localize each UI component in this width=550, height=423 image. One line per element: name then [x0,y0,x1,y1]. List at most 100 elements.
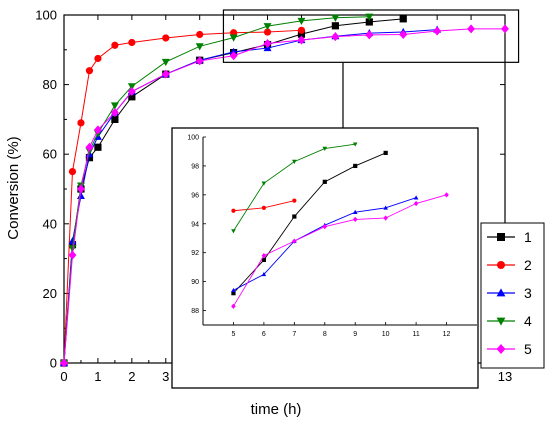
legend-marker-4 [496,317,506,326]
data-point-5 [501,24,509,34]
y-tick-label: 40 [43,216,57,231]
legend-label-2: 2 [524,257,532,273]
data-point-4 [68,245,77,253]
data-point-4 [127,83,136,91]
inset-series-1 [231,150,388,296]
y-tick-label: 20 [43,286,57,301]
inset-y-tick-label: 94 [191,221,199,228]
inset-x-tick-label: 7 [292,331,296,338]
inset-data-point-4 [322,146,328,151]
data-point-1 [365,18,373,26]
inset-data-point-1 [261,257,266,263]
inset-data-point-1 [383,150,388,156]
data-point-1 [399,15,407,23]
inset-data-point-2 [292,198,297,203]
data-point-5 [77,184,85,194]
data-point-5 [399,29,408,39]
legend: 1 2 3 4 5 [480,222,545,369]
inset-plot: 5 6 7 8 9 10 11 12 88 90 92 94 96 98 100 [171,127,479,389]
inset-data-point-5 [383,215,388,221]
data-point-1 [128,93,136,101]
inset-data-point-3 [383,205,388,210]
data-point-2 [230,29,238,37]
data-point-5 [195,56,204,66]
main-series-layer [60,13,509,368]
inset-data-point-4 [261,181,267,186]
y-tick-label: 80 [43,77,57,92]
data-point-1 [85,154,94,162]
inset-x-tick-label: 6 [262,331,266,338]
series-5 [60,24,509,368]
inset-frame [171,127,479,389]
inset-x-tick-label: 5 [231,331,235,338]
inset-y-tick-label: 96 [191,192,199,199]
legend-label-5: 5 [524,341,532,357]
inset-data-point-5 [444,192,449,198]
data-point-5 [467,24,476,34]
inset-y-tick-label: 90 [191,279,199,286]
data-point-1 [297,30,306,38]
legend-label-3: 3 [524,285,532,301]
inset-data-point-5 [292,238,297,244]
inset-data-point-1 [231,291,236,296]
x-tick-label: 2 [128,369,135,384]
inset-data-point-3 [352,209,358,214]
legend-marker-5 [496,344,506,354]
data-point-5 [433,26,442,36]
data-point-5 [110,107,119,117]
inset-data-point-1 [292,214,297,219]
data-point-4 [161,58,170,67]
data-point-2 [111,41,119,49]
inset-data-point-3 [261,271,267,277]
data-point-2 [162,34,170,42]
data-point-1 [111,115,119,123]
inset-data-point-4 [231,229,236,234]
inset-x-tick-label: 9 [353,331,357,338]
inset-x-tick-label: 8 [323,331,327,338]
data-point-5 [127,87,136,97]
data-point-5 [60,358,68,368]
legend-marker-2 [497,261,505,269]
data-point-4 [331,14,340,22]
inset-x-tick-label: 12 [443,331,451,338]
series-2 [60,26,306,367]
data-point-5 [331,32,340,42]
inset-y-tick-label: 88 [191,308,199,315]
data-point-2 [128,38,136,47]
inset-series-5 [231,192,449,309]
data-point-4 [195,43,204,51]
data-point-5 [365,30,374,40]
zoom-box [222,9,520,128]
zoom-rectangle [222,9,520,63]
data-point-4 [263,23,272,31]
inset-series-2 [231,198,297,213]
data-point-5 [229,51,238,61]
inset-data-point-5 [261,252,267,259]
data-point-2 [196,30,204,39]
inset-series-4 [231,142,358,234]
y-tick-label: 60 [43,147,57,162]
data-point-4 [365,13,374,21]
inset-series-line-1 [233,152,386,294]
inset-y-tick-label: 100 [187,135,199,142]
inset-data-point-2 [261,205,266,210]
inset-y-tick-label: 98 [191,163,199,170]
legend-label-4: 4 [524,313,532,329]
legend-marker-1 [497,233,505,241]
x-tick-label: 13 [498,369,512,384]
data-point-5 [93,125,102,135]
inset-series-line-5 [233,194,447,307]
inset-data-point-5 [413,200,419,207]
inset-data-point-5 [231,303,236,309]
data-point-5 [85,142,94,152]
inset-data-point-1 [322,179,327,184]
data-point-2 [85,67,94,75]
inset-data-point-2 [231,208,236,213]
x-axis-label: time (h) [251,401,302,418]
data-point-4 [229,34,238,42]
legend-label-1: 1 [524,229,532,245]
y-tick-label: 0 [50,356,57,371]
data-point-5 [297,35,306,45]
legend-marker-3 [496,288,506,297]
